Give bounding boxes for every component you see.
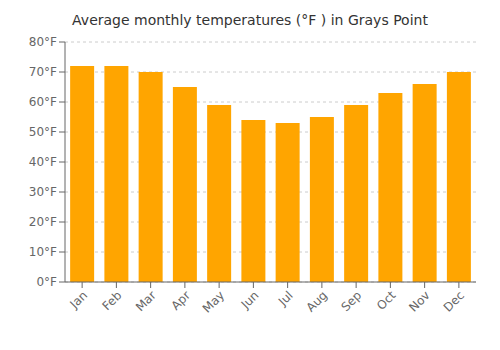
svg-text:Mar: Mar — [133, 288, 159, 314]
svg-text:Oct: Oct — [374, 288, 399, 313]
svg-text:Apr: Apr — [168, 288, 193, 313]
svg-text:10°F: 10°F — [29, 245, 57, 259]
svg-text:20°F: 20°F — [29, 215, 57, 229]
svg-text:70°F: 70°F — [29, 65, 57, 79]
svg-text:0°F: 0°F — [36, 275, 57, 289]
svg-text:Sep: Sep — [338, 288, 364, 314]
svg-text:Feb: Feb — [100, 288, 125, 313]
svg-text:Dec: Dec — [441, 288, 467, 314]
svg-text:Aug: Aug — [304, 288, 330, 314]
svg-text:60°F: 60°F — [29, 95, 57, 109]
svg-text:30°F: 30°F — [29, 185, 57, 199]
svg-text:Jun: Jun — [238, 288, 262, 312]
svg-text:Nov: Nov — [406, 288, 432, 314]
svg-text:50°F: 50°F — [29, 125, 57, 139]
svg-text:Jul: Jul — [275, 288, 296, 309]
svg-text:May: May — [200, 288, 227, 315]
svg-text:40°F: 40°F — [29, 155, 57, 169]
svg-text:Jan: Jan — [67, 288, 91, 312]
html-text:Average monthly temperatures (: Average monthly temperatures (°F ) in Gr… — [72, 12, 428, 28]
svg-text:80°F: 80°F — [29, 35, 57, 49]
